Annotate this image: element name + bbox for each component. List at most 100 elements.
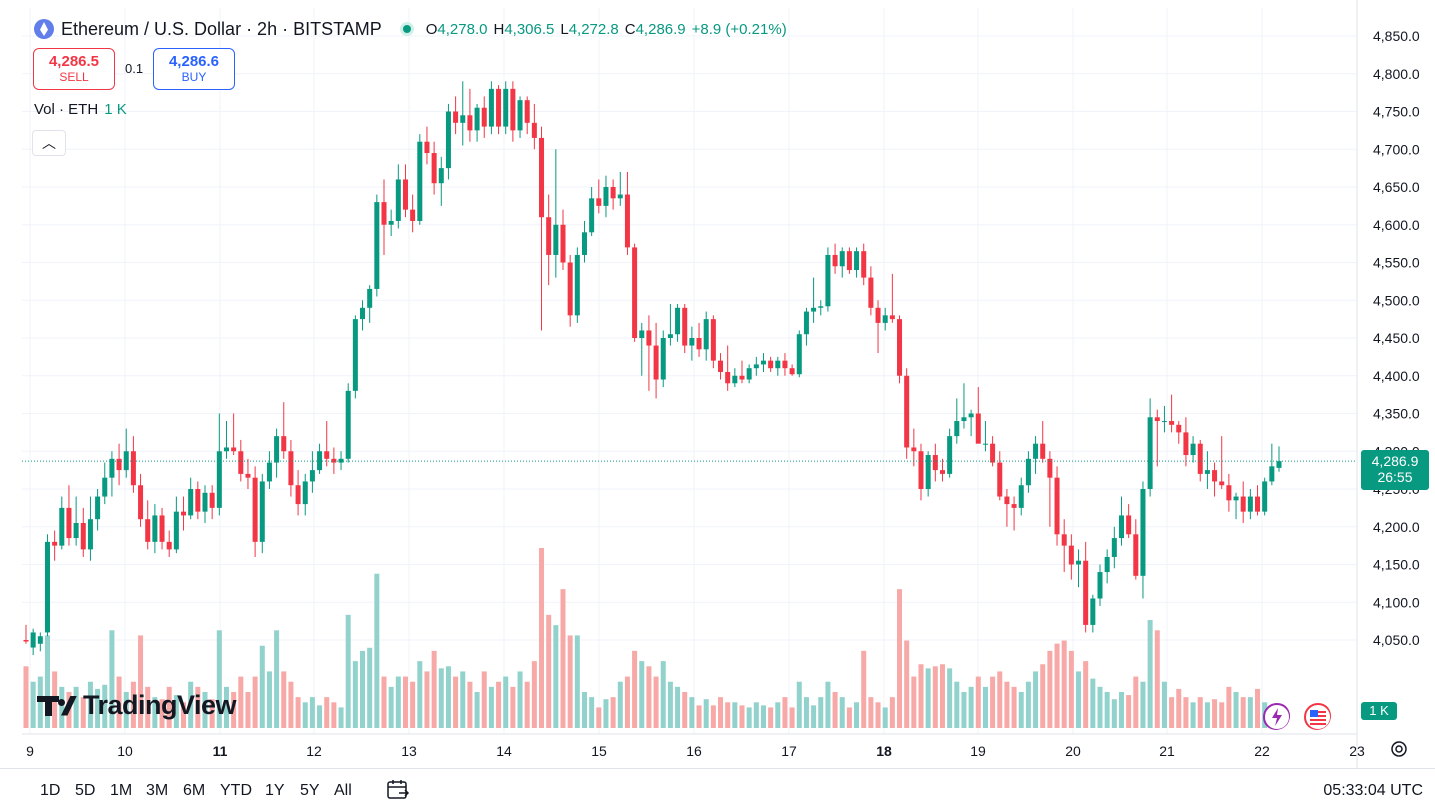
time-axis-label: 16 — [686, 743, 702, 759]
last-price-value: 4,286.9 — [1371, 453, 1419, 469]
candle-body — [1183, 432, 1189, 456]
volume-bar — [1204, 702, 1210, 728]
candle-body — [424, 141, 430, 154]
candle-body — [639, 330, 645, 338]
candle-body — [166, 541, 172, 550]
candle-body — [1240, 496, 1246, 512]
range-button-ytd[interactable]: YTD — [220, 782, 252, 799]
candle-body — [1076, 560, 1082, 565]
volume-bar — [1090, 678, 1096, 728]
volume-bar — [610, 697, 616, 728]
range-button-5d[interactable]: 5D — [75, 782, 96, 799]
collapse-legend-button[interactable]: ︿ — [32, 130, 66, 156]
tradingview-logo[interactable]: TradingView — [37, 690, 237, 721]
utc-clock[interactable]: 05:33:04 UTC — [1323, 782, 1423, 799]
volume-bar — [496, 681, 502, 728]
volume-bar — [1219, 702, 1225, 728]
candle-body — [388, 220, 394, 225]
volume-bar — [1176, 688, 1182, 728]
volume-bar — [481, 671, 487, 728]
candle-body — [338, 458, 344, 463]
volume-bar — [531, 661, 537, 728]
volume-bar — [352, 661, 358, 728]
candle-body — [932, 455, 938, 471]
range-button-1m[interactable]: 1M — [110, 782, 133, 799]
volume-bar — [1004, 681, 1010, 728]
candle-body — [1255, 496, 1261, 512]
volume-bar — [23, 666, 29, 728]
sell-button[interactable]: 4,286.5 SELL — [33, 48, 115, 90]
range-button-5y[interactable]: 5Y — [300, 782, 320, 799]
volume-bar — [961, 692, 967, 728]
close-label: C — [624, 20, 636, 38]
volume-legend[interactable]: Vol · ETH 1 K — [34, 101, 127, 118]
chart-header: Ethereum / U.S. Dollar · 2h · BITSTAMP O… — [34, 17, 787, 41]
candle-body — [982, 443, 988, 445]
range-button-1y[interactable]: 1Y — [265, 782, 285, 799]
last-price-tag: 4,286.9 26:55 — [1361, 450, 1429, 490]
candle-body — [1047, 458, 1053, 478]
volume-bar — [80, 697, 86, 728]
volume-bar — [1197, 697, 1203, 728]
candle-body — [181, 511, 187, 516]
close-value: 4,286.9 — [635, 20, 686, 38]
range-button-all[interactable]: All — [334, 782, 352, 799]
candle-body — [1090, 598, 1096, 625]
candle-body — [438, 168, 444, 184]
calendar-goto-date-icon[interactable] — [385, 778, 411, 802]
volume-bar — [624, 676, 630, 728]
market-status-icon[interactable] — [399, 22, 414, 36]
price-axis-label: 4,050.0 — [1373, 632, 1420, 648]
time-axis-label: 22 — [1254, 743, 1270, 759]
volume-bar — [1076, 671, 1082, 728]
lightning-icon[interactable] — [1262, 702, 1290, 730]
candle-body — [1197, 443, 1203, 474]
candle-body — [517, 100, 523, 131]
volume-bar — [138, 635, 144, 728]
candle-body — [925, 455, 931, 489]
volume-bar — [173, 695, 179, 728]
settings-gear-icon[interactable] — [1388, 738, 1410, 760]
symbol-title[interactable]: Ethereum / U.S. Dollar · 2h · BITSTAMP — [61, 18, 382, 39]
volume-bar — [782, 697, 788, 728]
candle-body — [1276, 461, 1282, 468]
volume-bar — [725, 702, 731, 728]
price-axis-label: 4,150.0 — [1373, 557, 1420, 573]
candle-body — [839, 251, 845, 267]
range-button-1d[interactable]: 1D — [40, 782, 61, 799]
volume-bar — [1126, 695, 1132, 728]
volume-bar — [882, 707, 888, 728]
time-axis-label: 21 — [1159, 743, 1175, 759]
range-button-3m[interactable]: 3M — [146, 782, 169, 799]
candle-body — [531, 122, 537, 138]
candle-body — [345, 390, 351, 459]
price-axis-label: 4,350.0 — [1373, 406, 1420, 422]
buy-button[interactable]: 4,286.6 BUY — [153, 48, 235, 90]
volume-bar — [388, 686, 394, 728]
candle-body — [431, 153, 437, 184]
volume-bar — [768, 707, 774, 728]
us-flag-icon[interactable] — [1303, 702, 1331, 730]
volume-bar — [166, 686, 172, 728]
volume-bar — [617, 681, 623, 728]
candle-body — [238, 451, 244, 474]
candle-body — [331, 458, 337, 463]
volume-bar — [517, 671, 523, 728]
price-axis-label: 4,850.0 — [1373, 28, 1420, 44]
volume-bar — [760, 705, 766, 728]
candle-body — [80, 522, 86, 550]
volume-bar — [152, 697, 158, 728]
candle-body — [918, 451, 924, 489]
bottom-toolbar — [0, 768, 1435, 808]
candle-body — [939, 470, 945, 474]
range-button-6m[interactable]: 6M — [183, 782, 206, 799]
candle-body — [610, 187, 616, 199]
volume-legend-value: 1 K — [104, 101, 127, 118]
candle-body — [460, 115, 466, 123]
volume-bar — [632, 650, 638, 728]
volume-bar — [839, 697, 845, 728]
volume-bar — [990, 676, 996, 728]
volume-bar — [889, 697, 895, 728]
